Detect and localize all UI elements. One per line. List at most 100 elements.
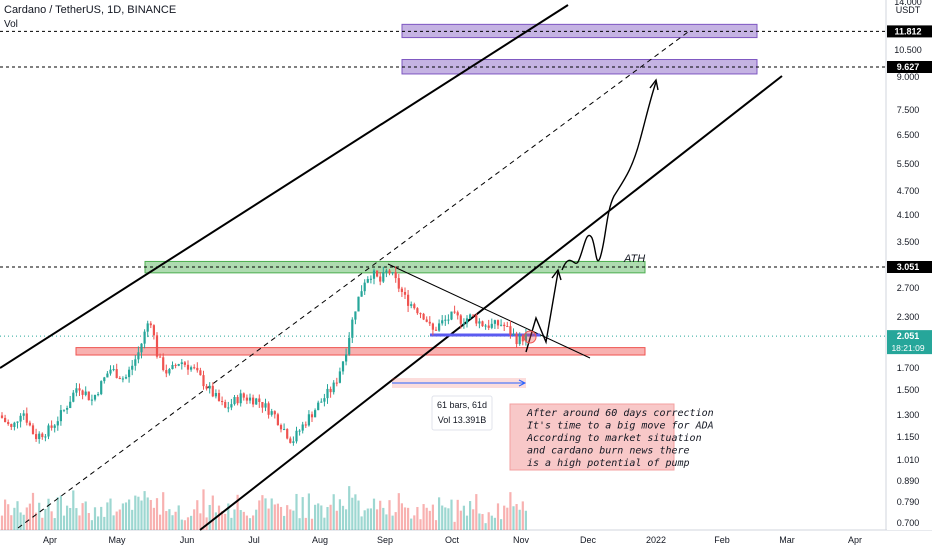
candle-body: [245, 397, 248, 401]
candle-body: [462, 323, 465, 325]
candle-body: [134, 359, 137, 366]
volume-bar: [174, 511, 177, 530]
candle-body: [7, 421, 10, 425]
volume-bar: [388, 500, 391, 530]
candle-body: [407, 294, 410, 306]
note-box: [509, 403, 675, 471]
breakout-marker: [523, 330, 537, 344]
candle-body: [258, 398, 261, 402]
candle-body: [447, 319, 450, 321]
price-label-value: 9.627: [897, 62, 920, 72]
x-tick-label: Oct: [445, 535, 460, 545]
volume-bar: [379, 500, 382, 530]
candle-body: [233, 397, 236, 405]
volume-bar: [487, 512, 490, 530]
time-axis[interactable]: Apr May Jun Jul Aug Sep Oct Nov Dec 2022 Feb Mar Apr: [43, 535, 862, 545]
candle-body: [400, 288, 403, 292]
volume-bar: [270, 498, 273, 530]
candle-body: [22, 413, 25, 416]
y-tick-label: 0.700: [897, 518, 920, 528]
volume-bar: [109, 498, 112, 530]
candle-body: [112, 369, 115, 371]
candle-body: [478, 321, 481, 324]
volume-bar: [10, 515, 13, 530]
volume-bar: [152, 507, 155, 530]
candle-body: [425, 319, 428, 322]
volume-bar: [354, 494, 357, 530]
volume-bar: [447, 508, 450, 530]
candle-body: [140, 343, 143, 353]
candle-body: [515, 333, 518, 345]
note-line-4: is a high potential of pump: [527, 458, 690, 469]
volume-bar: [177, 505, 180, 530]
note-line-1: It's time to a big move for ADA: [527, 421, 714, 432]
candle-body: [236, 397, 239, 404]
candle-body: [279, 425, 283, 430]
x-tick-label: Jun: [180, 535, 195, 545]
candle-body: [376, 270, 379, 277]
volume-bar: [69, 508, 72, 530]
candle-body: [255, 398, 258, 405]
volume-bar: [221, 511, 224, 530]
volume-bar: [515, 504, 518, 530]
candle-body: [273, 411, 276, 415]
y-tick-label: 1.500: [897, 385, 920, 395]
x-tick-label: 2022: [646, 535, 666, 545]
volume-bar: [90, 520, 93, 530]
volume-bars: [0, 486, 527, 530]
volume-bar: [351, 497, 354, 530]
candle-body: [211, 385, 214, 397]
candle-body: [286, 429, 289, 439]
note-line-2: According to market situation: [526, 433, 702, 444]
candle-body: [214, 393, 217, 397]
range-vol-label: Vol 13.391B: [438, 415, 487, 425]
volume-bar: [224, 513, 227, 530]
projection-arrowhead-2: [649, 78, 659, 91]
volume-bar: [407, 507, 410, 530]
volume-bar: [276, 503, 279, 530]
x-tick-label: Aug: [312, 535, 328, 545]
volume-bar: [186, 517, 190, 530]
candle-body: [341, 361, 345, 372]
candle-body: [304, 424, 307, 426]
volume-bar: [360, 516, 363, 530]
range-info-box: [431, 395, 493, 431]
volume-bar: [493, 517, 496, 530]
candle-body: [31, 425, 35, 435]
candle-body: [221, 400, 224, 402]
candle-body: [493, 320, 496, 324]
volume-bar: [397, 493, 400, 530]
volume-bar: [453, 521, 456, 530]
volume-bar: [31, 492, 35, 530]
x-tick-label: Sep: [377, 535, 393, 545]
volume-bar: [279, 506, 283, 530]
candle-body: [500, 324, 503, 326]
projection-arrowhead-1: [551, 268, 562, 281]
candle-body: [239, 393, 242, 404]
price-label-value: 11.812: [894, 26, 921, 36]
volume-bar: [56, 497, 59, 530]
y-tick-label: 1.300: [897, 410, 920, 420]
volume-bar: [106, 502, 109, 530]
volume-bar: [193, 509, 196, 530]
volume-bar: [385, 514, 388, 530]
volume-bar: [441, 505, 444, 530]
candle-body: [332, 382, 335, 393]
candle-body: [323, 398, 326, 402]
candle-body: [186, 364, 190, 370]
candle-body: [53, 425, 56, 428]
volume-bar: [422, 504, 425, 530]
volume-bar: [506, 507, 509, 530]
volume-bar: [403, 507, 407, 530]
projection-zigzag: [525, 271, 559, 353]
volume-bar: [248, 518, 252, 530]
candle-body: [208, 385, 211, 389]
volume-bar: [137, 496, 140, 530]
volume-bar: [382, 507, 385, 530]
y-tick-label: 1.700: [897, 363, 920, 373]
candle-body: [128, 369, 131, 378]
volume-bar: [53, 518, 56, 530]
